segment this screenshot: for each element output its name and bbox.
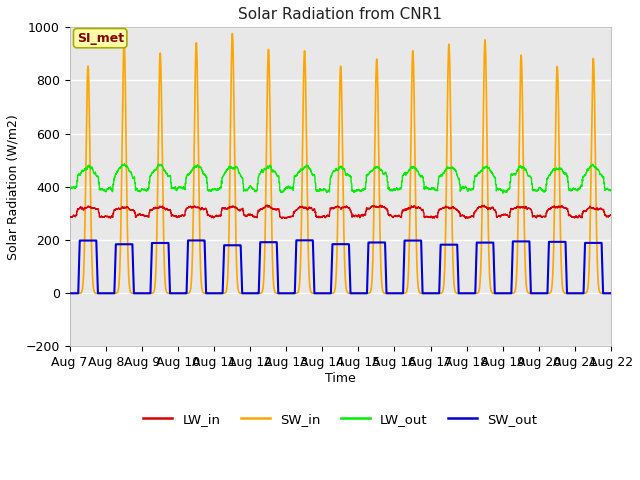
Legend: LW_in, SW_in, LW_out, SW_out: LW_in, SW_in, LW_out, SW_out xyxy=(138,408,543,431)
Title: Solar Radiation from CNR1: Solar Radiation from CNR1 xyxy=(238,7,442,22)
Y-axis label: Solar Radiation (W/m2): Solar Radiation (W/m2) xyxy=(7,114,20,260)
X-axis label: Time: Time xyxy=(325,372,356,385)
Text: SI_met: SI_met xyxy=(77,32,124,45)
